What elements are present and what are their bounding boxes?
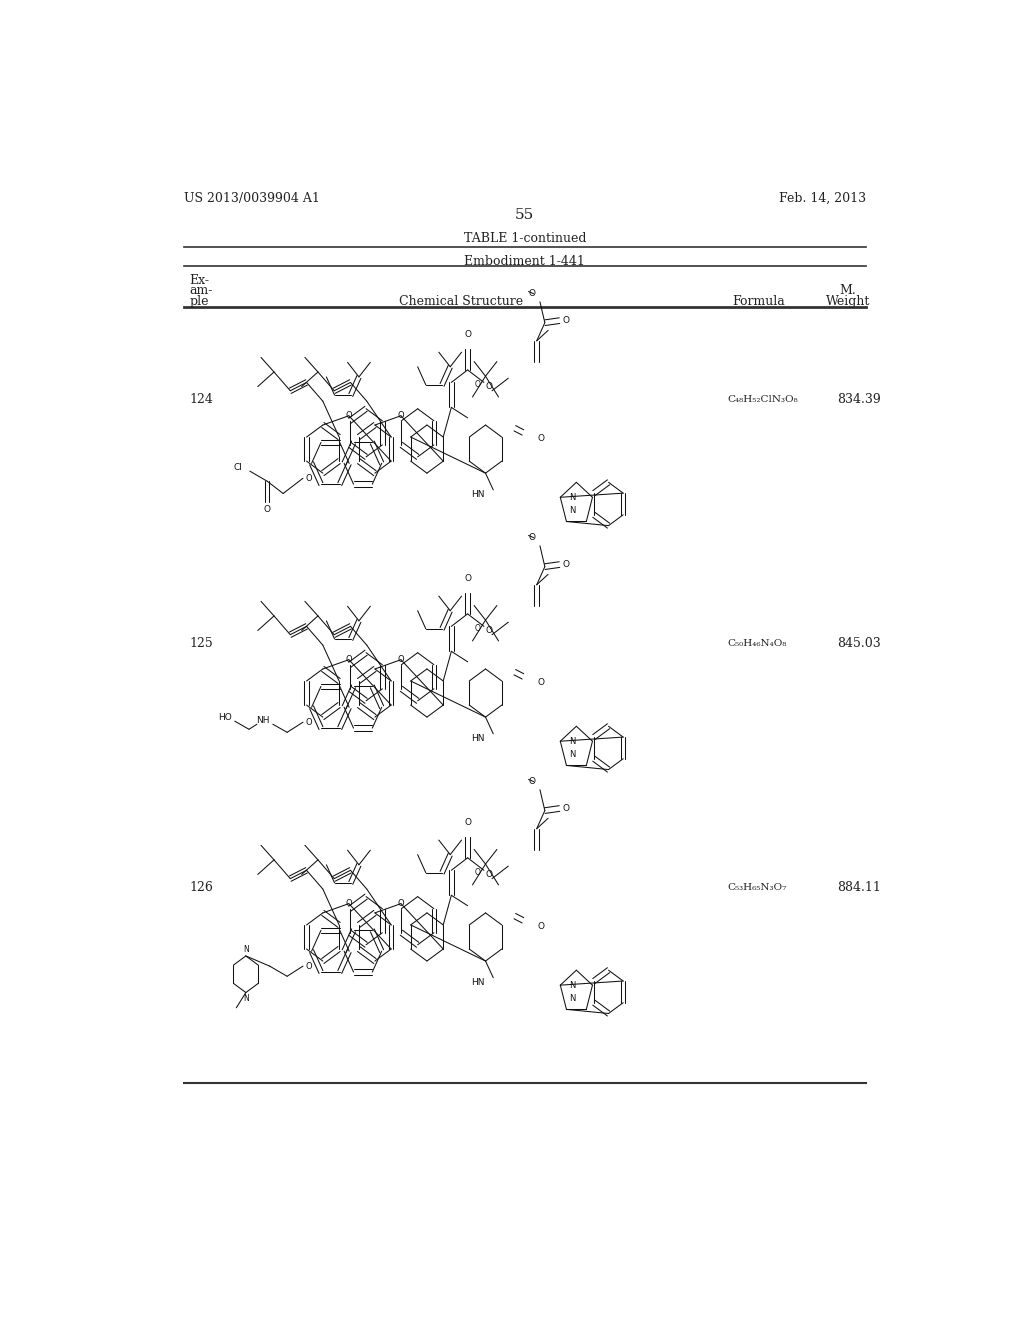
Text: O: O [345, 412, 352, 420]
Text: O: O [264, 506, 270, 515]
Text: O: O [562, 315, 569, 325]
Text: O: O [562, 804, 569, 813]
Text: O: O [562, 560, 569, 569]
Text: 124: 124 [189, 393, 213, 405]
Text: C₅₀H₄₆N₄O₈: C₅₀H₄₆N₄O₈ [727, 639, 786, 648]
Text: Formula: Formula [732, 294, 785, 308]
Text: HO: HO [218, 713, 232, 722]
Text: O: O [464, 574, 471, 583]
Text: N: N [569, 750, 575, 759]
Text: HN: HN [471, 491, 484, 499]
Text: O: O [464, 818, 471, 826]
Text: N: N [569, 994, 575, 1003]
Text: Embodiment 1-441: Embodiment 1-441 [464, 255, 586, 268]
Text: N: N [569, 737, 575, 746]
Text: O: O [345, 899, 352, 908]
Text: Feb. 14, 2013: Feb. 14, 2013 [779, 191, 866, 205]
Text: O: O [485, 870, 493, 879]
Text: C₅₃H₆₅N₃O₇: C₅₃H₆₅N₃O₇ [727, 883, 786, 891]
Text: O: O [474, 380, 480, 389]
Text: TABLE 1-continued: TABLE 1-continued [464, 231, 586, 244]
Text: 126: 126 [189, 880, 213, 894]
Text: O: O [485, 381, 493, 391]
Text: N: N [569, 506, 575, 515]
Text: 845.03: 845.03 [837, 636, 881, 649]
Text: O: O [538, 678, 544, 688]
Text: O: O [464, 330, 471, 339]
Text: NH: NH [257, 715, 270, 725]
Text: O: O [538, 923, 544, 931]
Text: 884.11: 884.11 [837, 880, 881, 894]
Text: N: N [569, 492, 575, 502]
Text: O: O [528, 533, 536, 543]
Text: O: O [474, 624, 480, 632]
Text: O: O [305, 961, 312, 970]
Text: HN: HN [471, 978, 484, 987]
Text: N: N [243, 994, 249, 1003]
Text: O: O [528, 777, 536, 787]
Text: O: O [397, 899, 404, 908]
Text: Ex-: Ex- [189, 275, 209, 288]
Text: N: N [569, 981, 575, 990]
Text: O: O [397, 655, 404, 664]
Text: O: O [528, 289, 536, 298]
Text: O: O [538, 434, 544, 444]
Text: Chemical Structure: Chemical Structure [399, 294, 523, 308]
Text: Cl: Cl [233, 462, 243, 471]
Text: O: O [305, 474, 312, 483]
Text: M.: M. [840, 284, 856, 297]
Text: am-: am- [189, 284, 213, 297]
Text: US 2013/0039904 A1: US 2013/0039904 A1 [183, 191, 319, 205]
Text: N: N [243, 945, 249, 954]
Text: O: O [305, 718, 312, 727]
Text: O: O [474, 867, 480, 876]
Text: C₄₈H₅₂ClN₃O₈: C₄₈H₅₂ClN₃O₈ [727, 395, 798, 404]
Text: 125: 125 [189, 636, 213, 649]
Text: 55: 55 [515, 209, 535, 222]
Text: HN: HN [471, 734, 484, 743]
Text: ple: ple [189, 294, 209, 308]
Text: 834.39: 834.39 [837, 393, 881, 405]
Text: Weight: Weight [825, 294, 870, 308]
Text: O: O [485, 626, 493, 635]
Text: O: O [345, 655, 352, 664]
Text: O: O [397, 412, 404, 420]
